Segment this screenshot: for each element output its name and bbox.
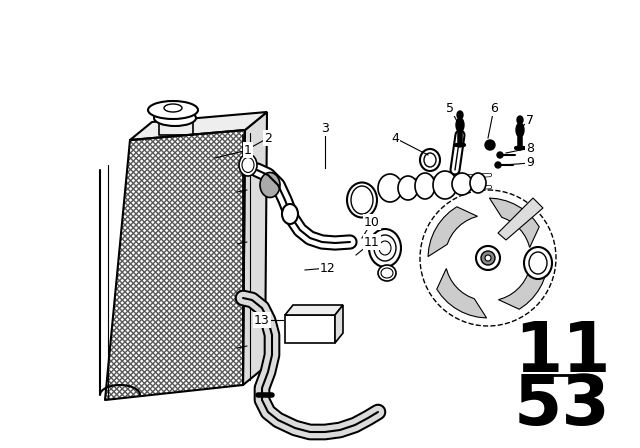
Polygon shape [428, 207, 477, 257]
Polygon shape [335, 305, 343, 343]
Polygon shape [105, 130, 245, 400]
Ellipse shape [398, 176, 418, 200]
Polygon shape [499, 259, 548, 309]
Ellipse shape [497, 152, 503, 158]
Ellipse shape [148, 101, 198, 119]
Text: 4: 4 [391, 132, 399, 145]
Ellipse shape [347, 182, 377, 217]
Ellipse shape [415, 173, 435, 199]
Text: 9: 9 [526, 156, 534, 169]
Ellipse shape [485, 255, 491, 261]
Ellipse shape [239, 154, 257, 176]
Ellipse shape [424, 153, 436, 167]
Polygon shape [130, 112, 267, 140]
Text: 11: 11 [364, 236, 380, 249]
Ellipse shape [516, 123, 524, 137]
Polygon shape [490, 198, 540, 247]
Text: 10: 10 [364, 215, 380, 228]
Bar [285, 315, 335, 343]
Ellipse shape [381, 268, 393, 278]
Text: 7: 7 [526, 113, 534, 126]
Text: 2: 2 [264, 132, 272, 145]
Ellipse shape [476, 246, 500, 270]
Ellipse shape [154, 110, 196, 126]
Polygon shape [285, 305, 343, 315]
Text: 8: 8 [526, 142, 534, 155]
Ellipse shape [457, 111, 463, 119]
Text: 53: 53 [514, 371, 611, 439]
Ellipse shape [517, 116, 523, 124]
Ellipse shape [378, 174, 402, 202]
Ellipse shape [374, 235, 396, 261]
Ellipse shape [369, 229, 401, 267]
Text: 3: 3 [321, 121, 329, 134]
Ellipse shape [529, 252, 547, 274]
Ellipse shape [485, 140, 495, 150]
Text: 12: 12 [320, 262, 336, 275]
Polygon shape [243, 112, 267, 385]
Ellipse shape [524, 247, 552, 279]
Ellipse shape [378, 265, 396, 281]
Ellipse shape [481, 251, 495, 265]
Text: 5: 5 [446, 102, 454, 115]
Ellipse shape [470, 173, 486, 193]
Ellipse shape [433, 171, 457, 199]
Text: 11: 11 [514, 319, 611, 385]
Ellipse shape [282, 204, 298, 224]
Text: 13: 13 [254, 314, 270, 327]
Ellipse shape [351, 186, 373, 214]
Ellipse shape [242, 158, 254, 172]
Polygon shape [436, 268, 486, 318]
Ellipse shape [456, 118, 464, 132]
Text: 1: 1 [244, 143, 252, 156]
Ellipse shape [260, 172, 280, 198]
Text: 6: 6 [490, 102, 498, 115]
Ellipse shape [379, 241, 391, 255]
Polygon shape [498, 198, 543, 240]
Ellipse shape [452, 173, 472, 195]
Ellipse shape [164, 104, 182, 112]
Ellipse shape [420, 149, 440, 171]
Ellipse shape [495, 162, 501, 168]
